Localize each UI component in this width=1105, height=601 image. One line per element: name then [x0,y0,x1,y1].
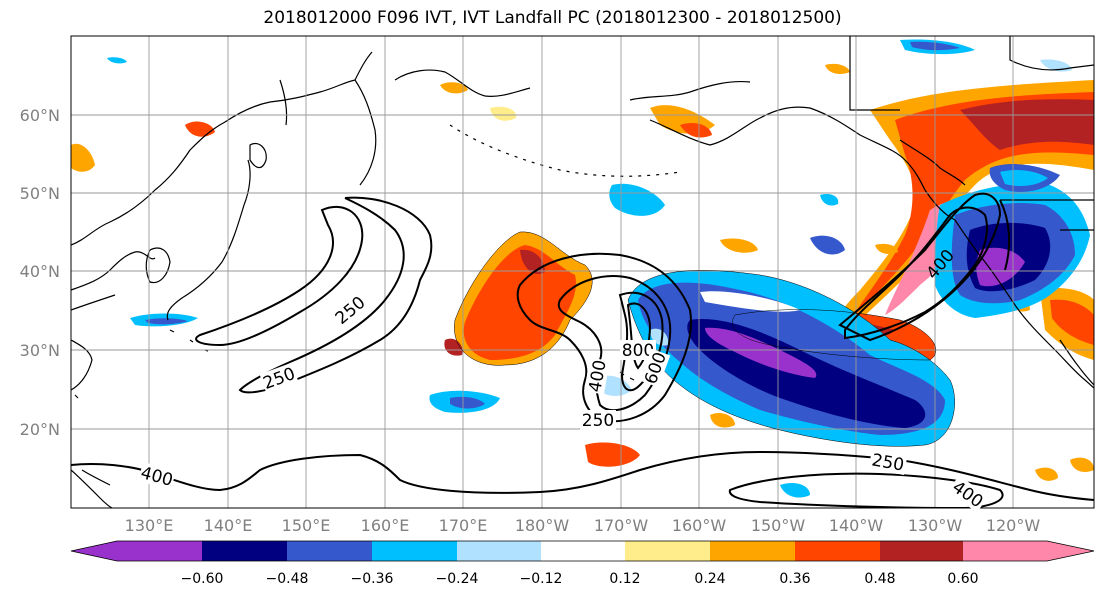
colorbar-tick: 0.36 [779,571,810,587]
lon-label: 180°W [515,516,570,535]
shading-outline [454,231,955,447]
lon-label: 130°W [908,516,963,535]
lon-label: 150°W [751,516,806,535]
colorbar-segment [541,541,625,561]
lon-label: 170°W [594,516,649,535]
plot-title: 2018012000 F096 IVT, IVT Landfall PC (20… [263,8,842,28]
lat-label: 40°N [20,262,60,281]
colorbar-tick: −0.24 [436,571,479,587]
lat-label: 60°N [20,106,60,125]
contour-label-800: 800 [622,341,654,361]
colorbar-segment [117,541,202,561]
lat-label: 30°N [20,341,60,360]
colorbar: −0.60 −0.48 −0.36 −0.24 −0.12 0.12 0.24 … [70,540,1095,587]
colorbar-tick: 0.24 [694,571,725,587]
lon-labels: 130°E 140°E 150°E 160°E 170°E 180°W 170°… [125,516,1041,535]
lat-label: 20°N [20,420,60,439]
colorbar-segment [372,541,457,561]
colorbar-tick: 0.60 [947,571,978,587]
colorbar-tick: −0.60 [181,571,224,587]
colorbar-segment [287,541,372,561]
colorbar-segment [710,541,795,561]
map-border [70,35,1095,509]
colorbar-segment [963,541,1047,561]
colorbar-tick: −0.36 [351,571,394,587]
lon-label: 140°W [829,516,884,535]
colorbar-outline [70,540,1095,562]
colorbar-extend-high [1047,541,1094,561]
colorbar-tick: −0.48 [266,571,309,587]
lon-label: 120°W [986,516,1041,535]
colorbar-tick: 0.48 [864,571,895,587]
lon-label: 160°W [672,516,727,535]
colorbar-segment [625,541,710,561]
gridlines [71,36,1094,508]
lat-labels: 60°N 50°N 40°N 30°N 20°N [20,106,60,439]
lon-label: 160°E [361,516,410,535]
lat-label: 50°N [20,184,60,203]
colorbar-tick: −0.12 [520,571,563,587]
lon-label: 140°E [204,516,253,535]
colorbar-segment [880,541,963,561]
colorbar-segment [202,541,287,561]
colorbar-segment [795,541,880,561]
ivt-contours [71,192,1094,508]
lon-label: 130°E [125,516,174,535]
colorbar-segment [457,541,541,561]
lon-label: 170°E [439,516,488,535]
colorbar-extend-low [71,541,117,561]
contour-label-250-center: 250 [582,411,614,431]
coastlines [71,36,1094,508]
lon-label: 150°E [282,516,331,535]
colorbar-tick: 0.12 [609,571,640,587]
